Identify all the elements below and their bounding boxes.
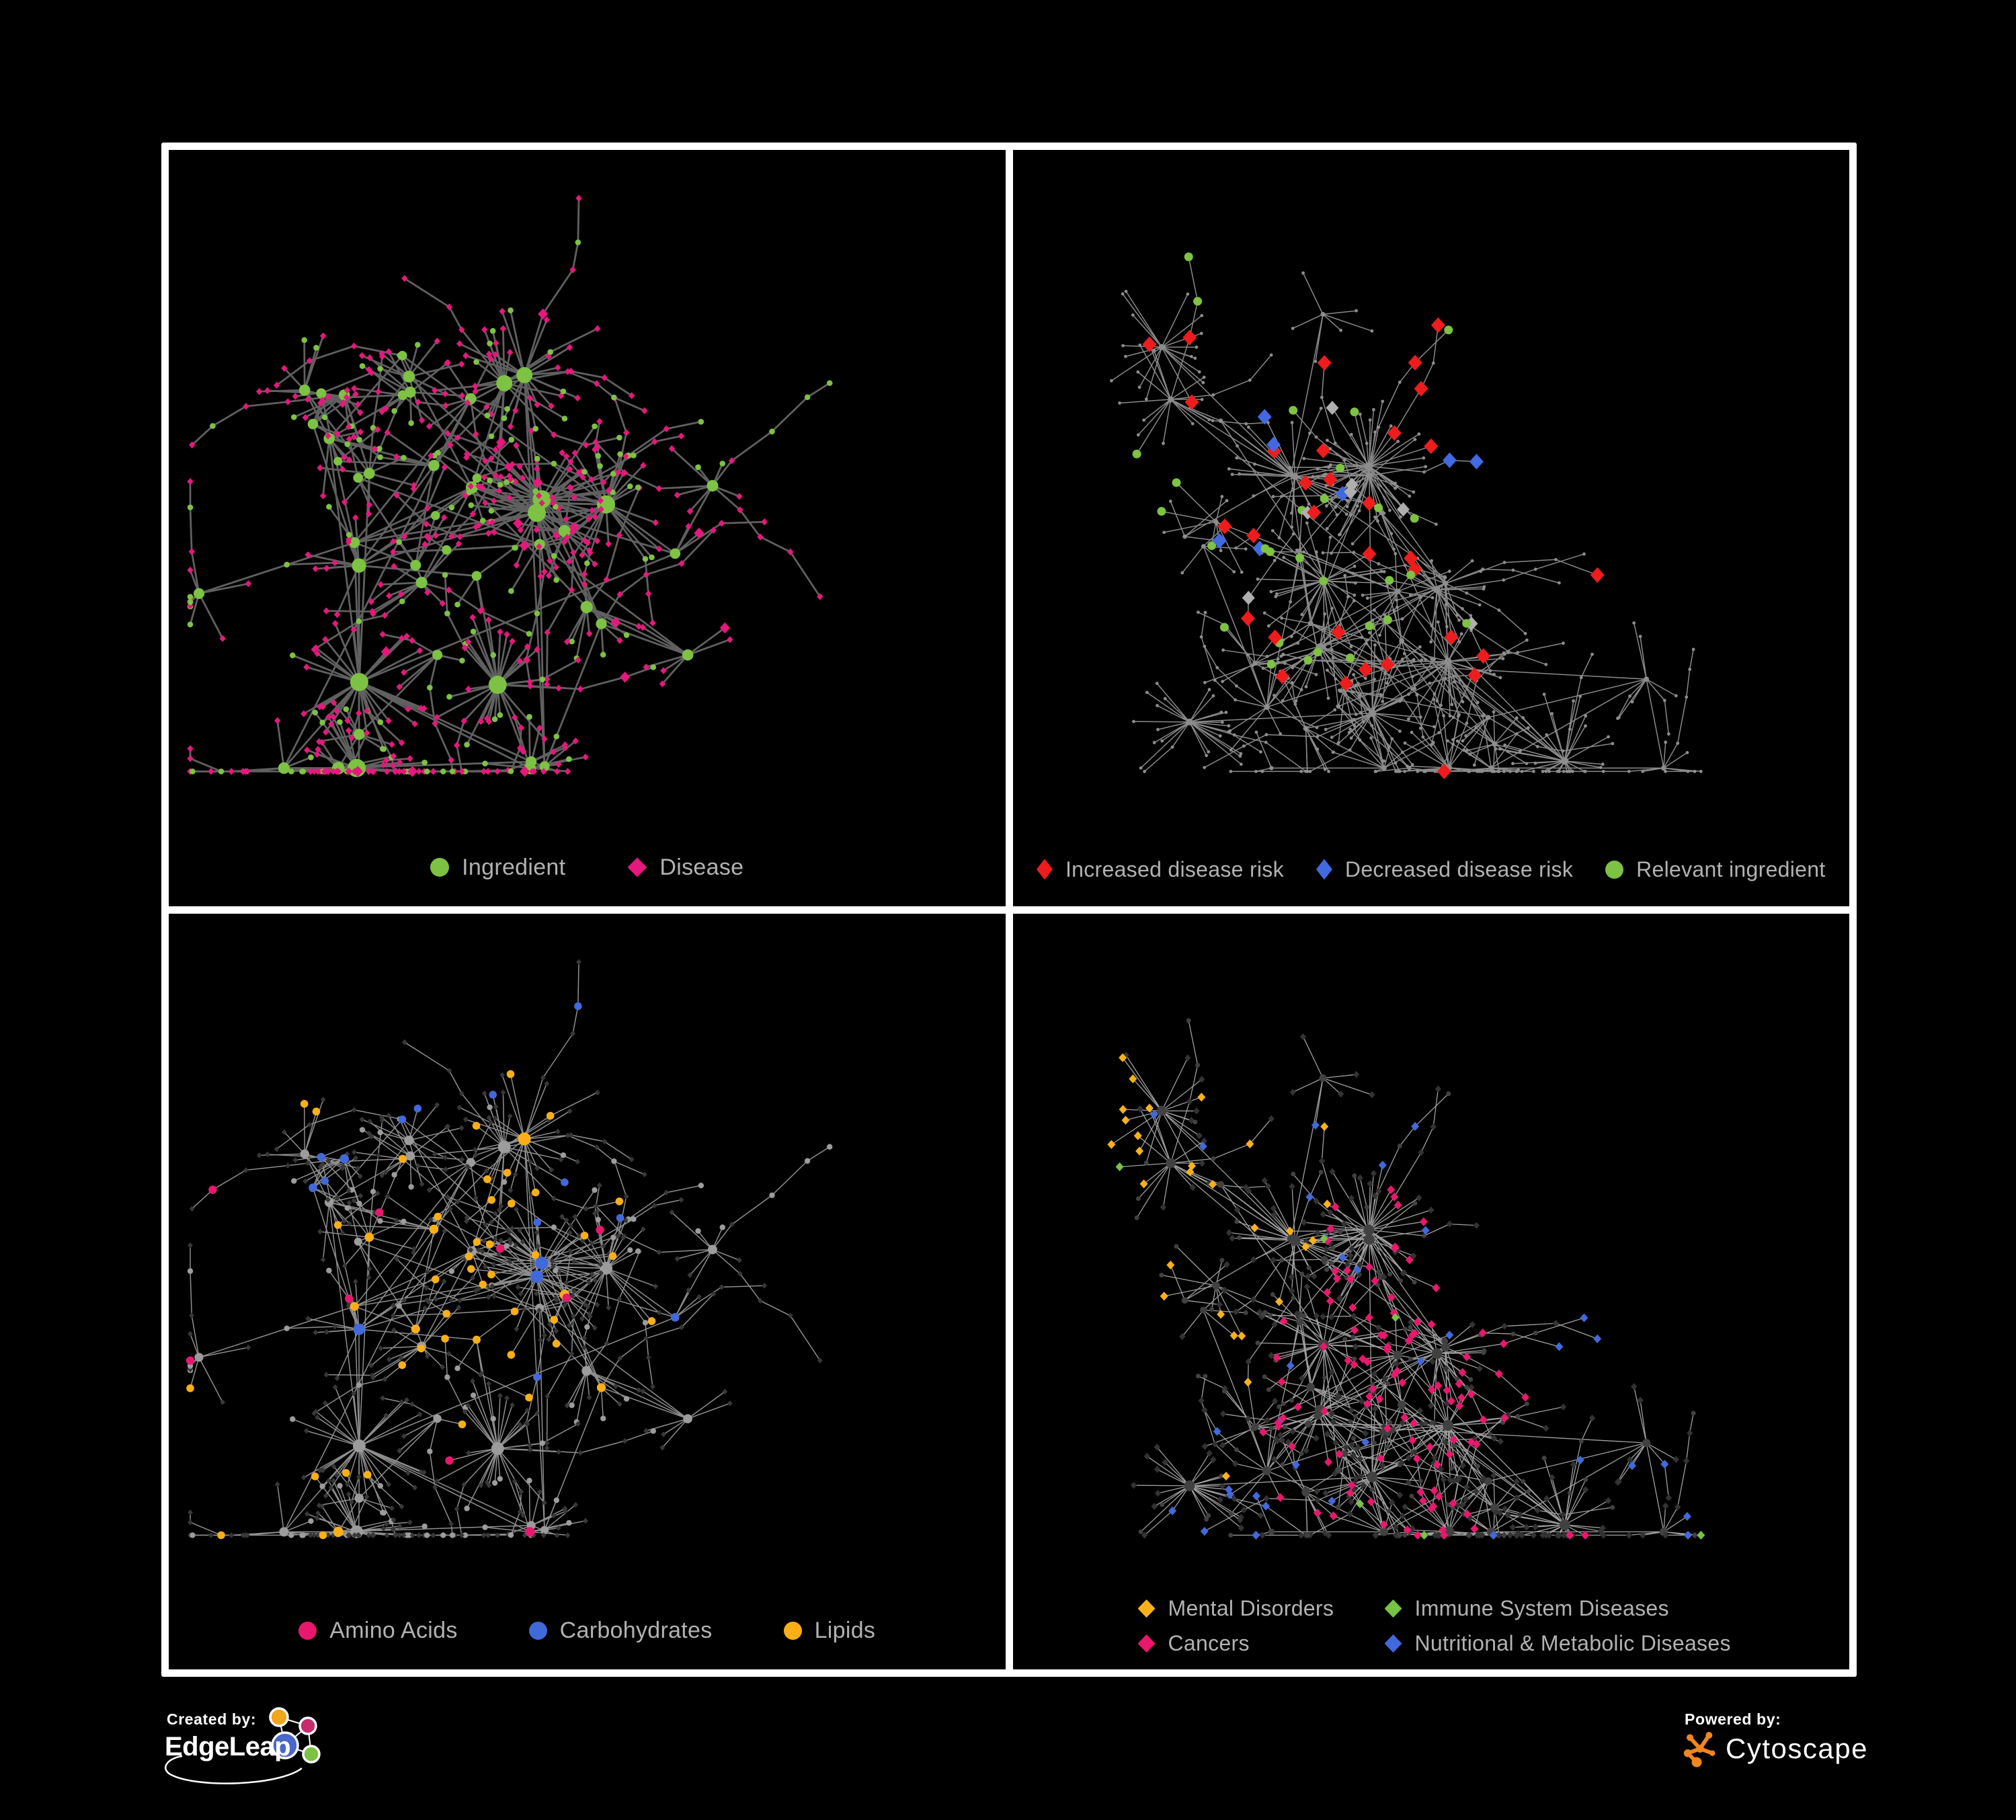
legend-item-decreased-risk: Decreased disease risk: [1316, 857, 1573, 882]
ingredient-disease-legend: Ingredient Disease: [169, 855, 1006, 881]
created-by-label: Created by:: [167, 1710, 257, 1728]
legend-label-carbohydrates: Carbohydrates: [559, 1618, 713, 1643]
created-by-block: Created by: EdgeLeap: [159, 1704, 368, 1805]
legend-item-ingredient: Ingredient: [430, 855, 565, 881]
panel-grid: Ingredient Disease Increased disease ris…: [161, 143, 1857, 1677]
disease-risk-legend: Increased disease risk Decreased disease…: [1013, 857, 1850, 882]
disease-category-legend: Mental Disorders Immune System Diseases …: [1137, 1596, 1731, 1656]
nutritional-metabolic-diamond-marker: [1384, 1634, 1402, 1653]
legend-label-immune-system-diseases: Immune System Diseases: [1414, 1596, 1669, 1620]
disease-diamond-marker: [627, 857, 647, 877]
legend-label-mental-disorders: Mental Disorders: [1168, 1596, 1334, 1620]
edgeleap-blue-node: [271, 1731, 299, 1759]
amino-acids-circle-marker: [298, 1622, 317, 1640]
cancers-diamond-marker: [1137, 1634, 1156, 1653]
edgeleap-wordmark: EdgeLeap: [165, 1732, 291, 1762]
legend-item-lipids: Lipids: [783, 1618, 876, 1644]
edgeleap-magenta-node: [298, 1716, 317, 1735]
legend-label-nutritional-metabolic-diseases: Nutritional & Metabolic Diseases: [1414, 1631, 1731, 1655]
legend-label-decreased-risk: Decreased disease risk: [1344, 857, 1574, 881]
increased-risk-diamond-marker: [1036, 859, 1053, 880]
legend-item-relevant-ingredient: Relevant ingredient: [1605, 857, 1825, 882]
relevant-ingredient-circle-marker: [1605, 860, 1624, 879]
disease-risk-network-graph: [1109, 252, 1703, 780]
nutrient-legend: Amino Acids Carbohydrates Lipids: [169, 1618, 1006, 1644]
legend-label-cancers: Cancers: [1168, 1631, 1250, 1655]
ingredient-circle-marker: [430, 858, 450, 877]
powered-by-label: Powered by:: [1685, 1710, 1781, 1728]
legend-item-amino-acids: Amino Acids: [298, 1618, 457, 1644]
legend-item-disease: Disease: [627, 855, 743, 881]
panel-ingredient-disease: Ingredient Disease: [169, 150, 1006, 906]
legend-label-relevant-ingredient: Relevant ingredient: [1636, 857, 1826, 881]
edgeleap-green-node: [302, 1745, 321, 1764]
legend-label-ingredient: Ingredient: [462, 854, 566, 880]
edgeleap-orange-node: [269, 1707, 289, 1727]
cytoscape-brand-row: Cytoscape: [1683, 1728, 1868, 1770]
legend-item-carbohydrates: Carbohydrates: [528, 1618, 713, 1644]
legend-item-increased-risk: Increased disease risk: [1036, 857, 1284, 882]
legend-label-lipids: Lipids: [814, 1618, 876, 1643]
panel-nutrient-categories: Amino Acids Carbohydrates Lipids: [169, 913, 1006, 1669]
panel-disease-categories: Mental Disorders Immune System Diseases …: [1012, 913, 1849, 1669]
legend-item-mental-disorders: Mental Disorders: [1137, 1596, 1385, 1621]
legend-label-amino-acids: Amino Acids: [329, 1618, 458, 1643]
mental-disorders-diamond-marker: [1137, 1599, 1156, 1618]
cytoscape-logo-icon: [1683, 1732, 1716, 1768]
lipids-circle-marker: [783, 1622, 802, 1640]
cytoscape-wordmark: Cytoscape: [1726, 1733, 1868, 1764]
panel-disease-risk: Increased disease risk Decreased disease…: [1012, 150, 1850, 906]
edgeleap-logo-icon: [165, 1707, 321, 1784]
legend-label-increased-risk: Increased disease risk: [1065, 857, 1284, 881]
disease-category-network-graph: [1106, 1017, 1705, 1540]
legend-item-cancers: Cancers: [1137, 1631, 1385, 1656]
ingredient-disease-network-graph: [187, 194, 833, 777]
legend-item-immune-system-diseases: Immune System Diseases: [1384, 1596, 1731, 1621]
legend-item-nutritional-metabolic-diseases: Nutritional & Metabolic Diseases: [1384, 1631, 1731, 1656]
nutrient-network-graph: [186, 959, 833, 1539]
powered-by-block: Powered by: Cytosc: [1678, 1704, 1900, 1791]
carbohydrates-circle-marker: [528, 1622, 547, 1640]
legend-label-disease: Disease: [659, 854, 744, 880]
immune-system-diamond-marker: [1384, 1599, 1402, 1618]
decreased-risk-diamond-marker: [1316, 859, 1332, 880]
